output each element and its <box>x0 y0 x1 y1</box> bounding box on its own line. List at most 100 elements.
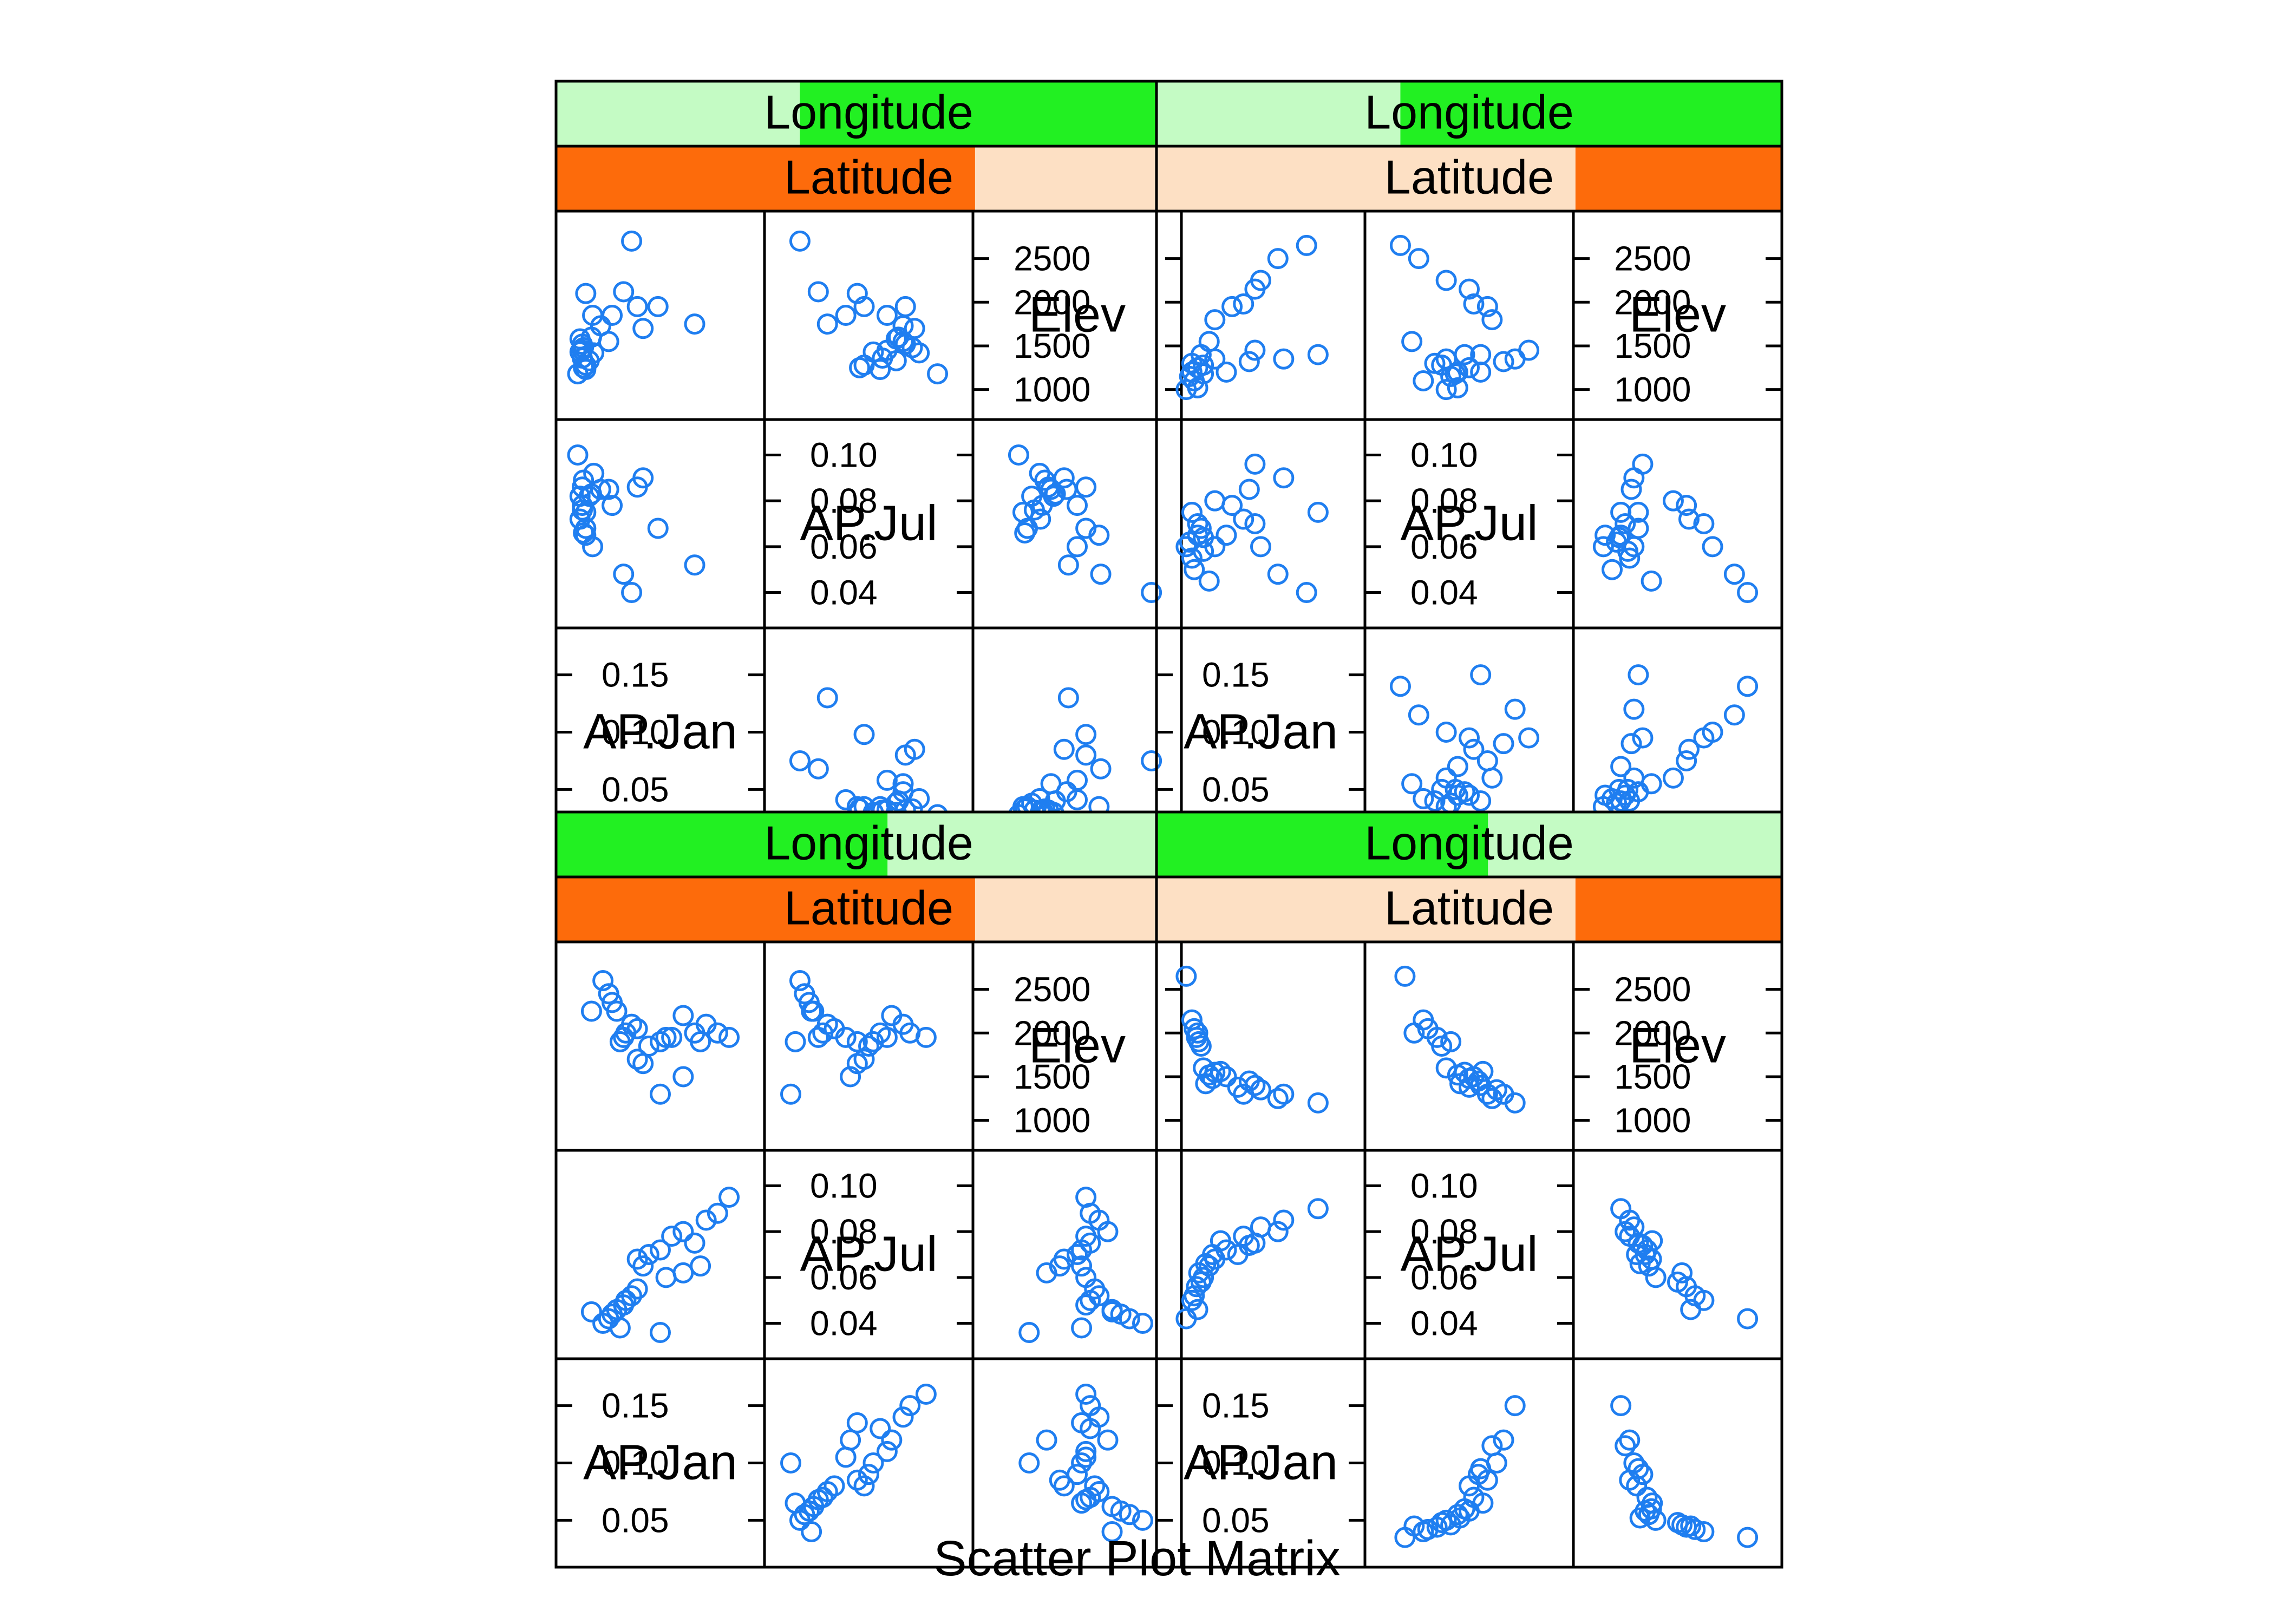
data-point <box>1221 495 1243 516</box>
data-point <box>892 315 914 337</box>
data-point <box>1408 704 1429 726</box>
data-point <box>1071 1452 1093 1474</box>
panel-4: Longitude Latitude Elev 1000 1500 2000 2500 AP.… <box>1155 810 1783 1569</box>
data-point <box>1424 790 1446 812</box>
data-point <box>876 305 898 326</box>
diagonal-tick-label: 0.04 <box>810 573 878 612</box>
longitude-strip-label: Longitude <box>764 86 973 139</box>
data-point <box>1014 522 1036 543</box>
diagonal-tick-label: 1000 <box>1614 1101 1691 1140</box>
data-point <box>835 305 857 326</box>
data-point <box>840 1066 861 1088</box>
data-point <box>609 1317 631 1339</box>
data-point <box>1602 559 1623 580</box>
data-point <box>876 1026 898 1048</box>
data-point <box>626 296 648 317</box>
data-point <box>1307 1092 1329 1114</box>
data-point <box>1273 348 1295 370</box>
cell-Elev-vs-AP.Jul <box>763 209 975 421</box>
data-point <box>853 1049 875 1070</box>
diagonal-tick-label: 0.15 <box>602 1386 669 1425</box>
data-point <box>1029 788 1050 809</box>
cell-AP.Jan-vs-AP.Jan: AP.Jan 0.05 0.10 0.15 <box>554 626 766 838</box>
data-point <box>1702 536 1723 558</box>
cell-AP.Jul-vs-AP.Jul: AP.Jul 0.04 0.06 0.08 0.10 <box>763 418 975 630</box>
data-point <box>801 1521 822 1543</box>
data-point <box>1389 234 1411 256</box>
data-point <box>846 1031 868 1052</box>
x-axis-label: Scatter Plot Matrix <box>933 1531 1341 1586</box>
cell-AP.Jan-vs-AP.Jan: AP.Jan 0.05 0.10 0.15 <box>554 1357 766 1569</box>
data-point <box>1053 1475 1075 1497</box>
data-point <box>613 1026 635 1048</box>
data-point <box>1080 1395 1101 1417</box>
cell-Elev-vs-AP.Jul <box>1363 209 1575 421</box>
data-point <box>1238 479 1260 500</box>
cell-AP.Jul-vs-AP.Jan <box>554 1149 766 1360</box>
data-point <box>1493 351 1514 372</box>
data-point <box>1493 1429 1514 1451</box>
longitude-strip-level <box>556 81 800 146</box>
diagonal-tick-label: 2500 <box>1014 970 1090 1009</box>
data-point <box>1504 698 1526 720</box>
data-point <box>892 1406 914 1428</box>
data-point <box>794 983 815 1005</box>
data-point <box>1008 444 1029 466</box>
diagonal-variable-name: Elev <box>1629 1018 1726 1073</box>
data-point <box>1233 293 1254 315</box>
data-point <box>1447 1064 1468 1086</box>
data-point <box>1435 722 1457 743</box>
data-point <box>1181 361 1203 383</box>
data-point <box>1632 453 1654 475</box>
data-point <box>885 350 907 371</box>
data-point <box>1481 309 1503 331</box>
data-point <box>613 564 635 585</box>
diagonal-tick-label: 0.08 <box>810 481 878 520</box>
data-point <box>1198 331 1220 352</box>
cell-AP.Jan-vs-Elev <box>971 626 1183 838</box>
data-point <box>846 283 868 304</box>
cell-Elev-vs-AP.Jul <box>1363 940 1575 1152</box>
data-point <box>1470 664 1492 686</box>
data-point <box>672 1066 694 1088</box>
diagonal-tick-label: 2000 <box>1614 1013 1691 1052</box>
data-point <box>602 495 623 516</box>
diagonal-tick-label: 0.04 <box>1410 573 1478 612</box>
data-point <box>1459 727 1480 749</box>
data-point <box>881 1005 903 1026</box>
cell-Elev-vs-Elev: Elev 1000 1500 2000 2500 <box>1572 209 1783 421</box>
data-point <box>1071 1412 1093 1433</box>
diagonal-variable-name: AP.Jul <box>800 1227 937 1282</box>
data-point <box>1053 738 1075 760</box>
data-point <box>1615 513 1636 534</box>
data-point <box>1132 1313 1153 1334</box>
diagonal-tick-label: 0.05 <box>1202 770 1270 809</box>
data-point <box>1071 1239 1093 1261</box>
diagonal-tick-label: 1500 <box>1014 1057 1090 1096</box>
data-point <box>1413 788 1434 809</box>
data-point <box>1641 773 1662 795</box>
data-point <box>1307 1198 1329 1220</box>
data-point <box>1628 518 1649 539</box>
data-point <box>632 318 654 339</box>
latitude-strip-level <box>556 877 975 942</box>
data-point <box>1204 309 1226 331</box>
data-point <box>1463 293 1485 315</box>
diagonal-tick-label: 1500 <box>1014 326 1090 365</box>
data-point <box>1440 1031 1462 1052</box>
data-point <box>582 536 604 558</box>
data-point <box>575 501 597 523</box>
data-point <box>904 318 925 339</box>
data-point <box>1445 363 1466 385</box>
data-point <box>690 1031 711 1052</box>
diagonal-variable-name: AP.Jan <box>1184 704 1338 759</box>
data-point <box>1413 370 1434 391</box>
data-point <box>650 1031 671 1052</box>
cell-AP.Jul-vs-Elev <box>1572 418 1783 630</box>
data-point <box>650 1321 671 1343</box>
data-point <box>1067 1244 1088 1265</box>
cell-border <box>554 1149 766 1360</box>
data-point <box>1181 1009 1203 1031</box>
data-point <box>1678 738 1700 760</box>
data-point <box>1238 1070 1260 1092</box>
